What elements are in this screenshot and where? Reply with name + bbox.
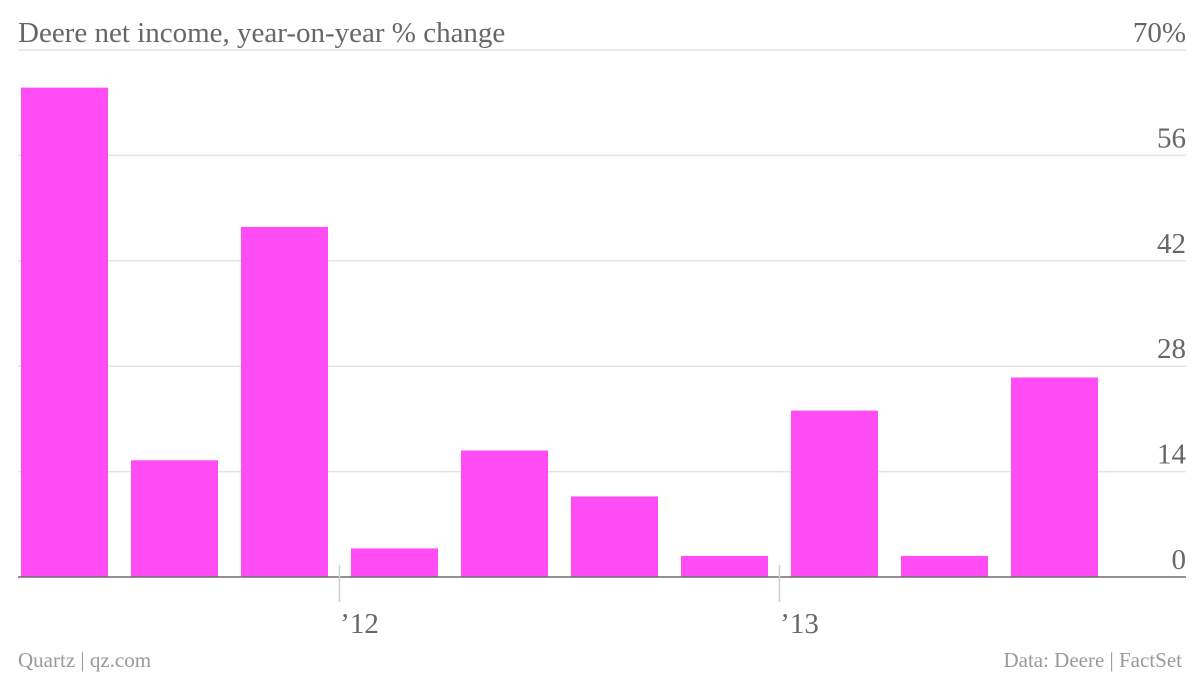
y-tick-label: 42 <box>1157 228 1186 260</box>
x-tick-label: ’12 <box>340 608 379 640</box>
chart-title: Deere net income, year-on-year % change <box>18 17 505 49</box>
y-axis-tick-labels: 0 14 28 42 56 70% <box>1133 17 1187 576</box>
bar <box>901 555 988 577</box>
bars <box>21 87 1098 578</box>
y-tick-label: 70% <box>1133 17 1186 49</box>
bar <box>241 226 328 577</box>
bar <box>21 87 108 578</box>
footer-source-right: Data: Deere | FactSet <box>1003 648 1182 672</box>
bar <box>461 450 548 577</box>
footer-source-left: Quartz | qz.com <box>18 648 151 672</box>
y-tick-label: 56 <box>1157 122 1186 154</box>
gridlines <box>18 49 1186 473</box>
bar <box>1011 377 1098 577</box>
bar <box>681 555 768 577</box>
bar <box>351 548 438 577</box>
x-axis-ticks: ’12 ’13 <box>338 565 819 640</box>
x-tick-label: ’13 <box>780 608 819 640</box>
bar <box>571 496 658 577</box>
y-tick-label: 28 <box>1157 333 1186 365</box>
bar <box>791 410 878 577</box>
bar <box>131 460 218 577</box>
y-tick-label: 0 <box>1172 544 1187 576</box>
y-tick-label: 14 <box>1157 439 1187 471</box>
